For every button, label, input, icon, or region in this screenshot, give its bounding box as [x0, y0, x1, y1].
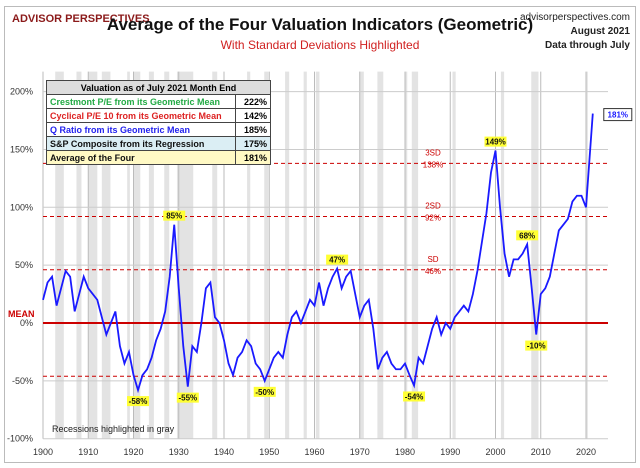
- table-row: S&P Composite from its Regression 175%: [46, 136, 271, 151]
- annotation-highlight: [163, 210, 186, 221]
- annotation-label: -54%: [405, 392, 424, 401]
- logo: ADVISOR PERSPECTIVES: [12, 13, 150, 25]
- y-tick-label: -50%: [12, 376, 33, 386]
- x-tick-label: 1980: [395, 447, 415, 457]
- row-label: Cyclical P/E 10 from its Geometric Mean: [46, 108, 236, 123]
- recession-band: [377, 71, 384, 439]
- recession-band: [148, 71, 154, 439]
- table-title: Valuation as of July 2021 Month End: [46, 80, 271, 95]
- y-tick-label: 200%: [10, 87, 33, 97]
- chart-title: Average of the Four Valuation Indicators…: [106, 15, 534, 34]
- row-label: Crestmont P/E from its Geometric Mean: [46, 94, 236, 109]
- recession-band: [55, 71, 64, 439]
- annotation-label: 85%: [166, 212, 182, 221]
- annotation-label: -55%: [178, 394, 197, 403]
- table-row: Q Ratio from its Geometric Mean 185%: [46, 122, 271, 137]
- recession-band: [212, 71, 218, 439]
- annotation-label: -58%: [129, 397, 148, 406]
- current-value-box: [603, 108, 633, 122]
- date: August 2021: [570, 26, 630, 37]
- chart-frame: [4, 6, 636, 463]
- recession-band: [133, 71, 141, 439]
- recession-band: [359, 71, 364, 439]
- annotation-label: 149%: [485, 138, 505, 147]
- recession-note: Recessions highlighted in gray: [52, 424, 175, 434]
- y-tick-label: -100%: [7, 434, 33, 444]
- site: advisorperspectives.com: [519, 12, 630, 23]
- sd-value-label: 92%: [425, 214, 441, 223]
- x-tick-label: 2020: [576, 447, 596, 457]
- recession-band: [101, 71, 111, 439]
- table-row: Crestmont P/E from its Geometric Mean 222…: [46, 94, 271, 109]
- current-value-label: 181%: [608, 111, 628, 120]
- x-tick-label: 1990: [440, 447, 460, 457]
- annotation-label: 47%: [329, 256, 345, 265]
- x-tick-label: 2010: [531, 447, 551, 457]
- row-label: Average of the Four: [46, 150, 236, 165]
- x-tick-label: 1910: [78, 447, 98, 457]
- mean-label: MEAN: [8, 309, 35, 319]
- x-tick-label: 1940: [214, 447, 234, 457]
- recession-band: [247, 71, 251, 439]
- sd-label: 2SD: [425, 202, 441, 211]
- series-line: [42, 113, 594, 394]
- x-tick-label: 1960: [304, 447, 324, 457]
- recession-band: [315, 71, 320, 439]
- row-value: 185%: [235, 122, 271, 137]
- sd-value-label: 46%: [425, 267, 441, 276]
- source-info: advisorperspectives.com August 2021 Data…: [520, 11, 630, 53]
- recession-band: [303, 71, 307, 439]
- recession-band: [405, 71, 408, 439]
- row-value: 175%: [235, 136, 271, 151]
- recession-band: [452, 71, 456, 439]
- valuation-table: Valuation as of July 2021 Month End Cres…: [46, 80, 271, 165]
- table-row: Average of the Four 181%: [46, 150, 271, 165]
- sd-label: SD: [427, 255, 438, 264]
- recession-band: [411, 71, 419, 439]
- recession-band: [264, 71, 269, 439]
- annotation-label: -10%: [527, 342, 546, 351]
- row-label: Q Ratio from its Geometric Mean: [46, 122, 236, 137]
- annotation-highlight: [127, 396, 150, 407]
- annotation-highlight: [525, 340, 548, 351]
- recession-band: [127, 71, 130, 439]
- annotation-label: 68%: [519, 231, 535, 240]
- row-value: 142%: [235, 108, 271, 123]
- data-through: Data through July: [544, 40, 630, 51]
- row-label: S&P Composite from its Regression: [46, 136, 236, 151]
- annotation-highlight: [326, 254, 349, 265]
- table-row: Cyclical P/E 10 from its Geometric Mean 1…: [46, 108, 271, 123]
- y-tick-label: 0%: [20, 318, 33, 328]
- recession-band: [88, 71, 98, 439]
- y-tick-label: 150%: [10, 144, 33, 154]
- recession-band: [586, 71, 588, 439]
- chart-subtitle: With Standard Deviations Highlighted: [220, 38, 420, 52]
- x-tick-label: 1900: [33, 447, 53, 457]
- annotation-highlight: [403, 391, 426, 402]
- recession-band: [76, 71, 82, 439]
- row-value: 222%: [235, 94, 271, 109]
- row-value: 181%: [235, 150, 271, 165]
- annotation-highlight: [516, 230, 539, 241]
- recession-band: [500, 71, 505, 439]
- recession-band: [285, 71, 290, 439]
- x-tick-label: 1930: [169, 447, 189, 457]
- annotation-highlight: [253, 386, 276, 397]
- annotation-highlight: [484, 136, 507, 147]
- sd-label: 3SD: [425, 148, 441, 157]
- y-tick-label: 100%: [10, 202, 33, 212]
- recession-band: [531, 71, 539, 439]
- x-tick-label: 1950: [259, 447, 279, 457]
- sd-value-label: 138%: [423, 160, 443, 169]
- recession-band: [164, 71, 170, 439]
- annotation-highlight: [176, 392, 199, 403]
- x-tick-label: 2000: [485, 447, 505, 457]
- annotation-label: -50%: [255, 388, 274, 397]
- x-tick-label: 1920: [123, 447, 143, 457]
- y-tick-label: 50%: [15, 260, 33, 270]
- x-tick-label: 1970: [350, 447, 370, 457]
